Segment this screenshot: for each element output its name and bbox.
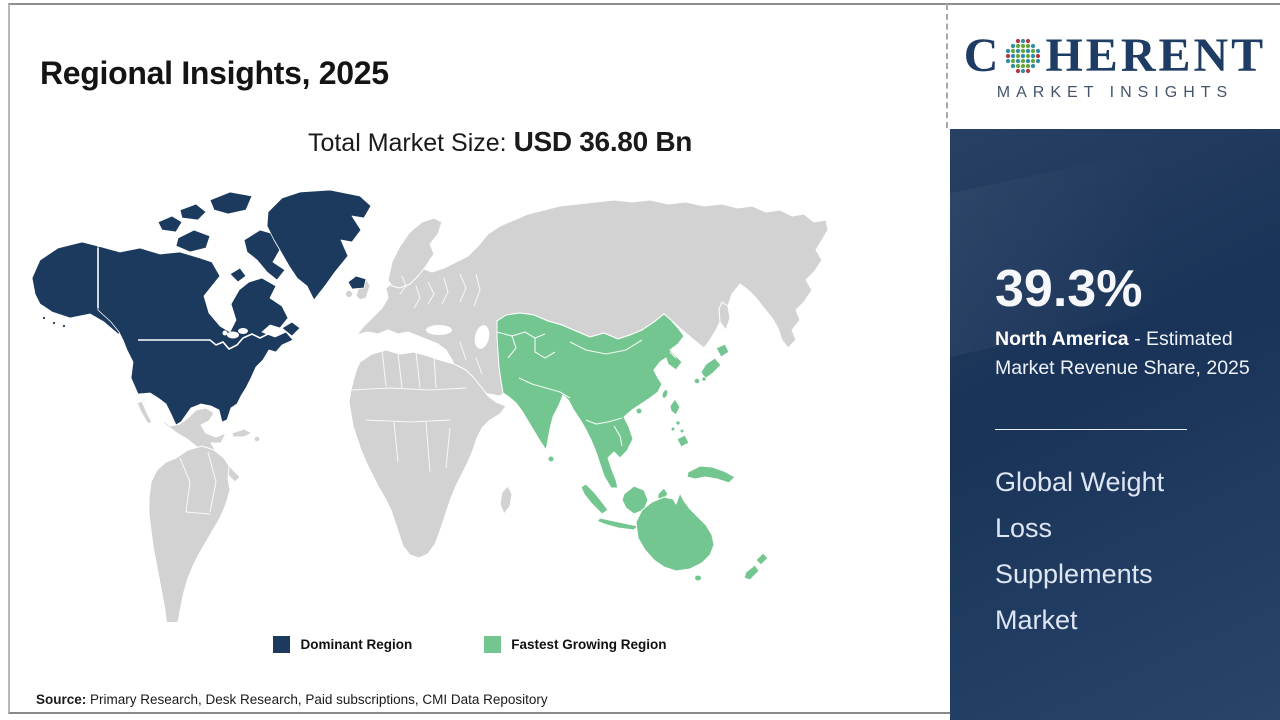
market-name: Global Weight Loss Supplements Market <box>995 467 1165 635</box>
legend-item-dominant: Dominant Region <box>273 636 412 653</box>
asia-country-borders <box>496 331 677 447</box>
source-label: Source: <box>36 692 87 707</box>
market-share-value: 39.3% <box>995 260 1143 318</box>
fastest-growing-region-label: Fastest Growing Region <box>511 637 667 652</box>
logo-wordmark: C HERENT <box>964 32 1266 80</box>
total-market-size-label: Total Market Size: <box>307 129 514 157</box>
page-border-frame <box>8 3 1280 714</box>
dotted-globe-icon <box>1006 38 1041 74</box>
world-map <box>30 182 830 659</box>
logo-tagline: MARKET INSIGHTS <box>996 84 1234 101</box>
stats-side-panel: 39.3% North America - Estimated Market R… <box>950 129 1280 720</box>
legend-item-growing: Fastest Growing Region <box>484 636 667 653</box>
region-name: North America <box>995 328 1129 350</box>
north-america-borders <box>97 248 269 350</box>
total-market-size: Total Market Size: USD 36.80 Bn <box>0 126 1000 158</box>
map-legend: Dominant Region Fastest Growing Region <box>0 636 940 653</box>
region-other-gray <box>136 199 829 659</box>
share-desc-text: - Estimated Market Revenue Share, 2025 <box>995 328 1250 379</box>
region-north-america <box>31 189 372 426</box>
logo-letter-c: C <box>963 29 1002 82</box>
dashed-divider <box>946 4 948 128</box>
dominant-region-swatch <box>273 636 291 653</box>
panel-divider <box>995 429 1187 430</box>
sea-overlays <box>426 251 490 349</box>
country-borders <box>179 273 483 515</box>
fastest-growing-region-swatch <box>484 636 502 653</box>
logo-letters-rest: HERENT <box>1045 29 1267 82</box>
great-lakes <box>222 328 248 339</box>
dominant-region-label: Dominant Region <box>300 637 413 652</box>
source-line: Source: Primary Research, Desk Research,… <box>36 692 548 707</box>
company-logo: C HERENT MARKET INSIGHTS <box>950 5 1280 129</box>
market-share-description: North America - Estimated Market Revenue… <box>995 325 1263 383</box>
page-title: Regional Insights, 2025 <box>40 55 389 92</box>
total-market-size-value: USD 36.80 Bn <box>513 126 693 157</box>
source-text: Primary Research, Desk Research, Paid su… <box>86 692 548 707</box>
